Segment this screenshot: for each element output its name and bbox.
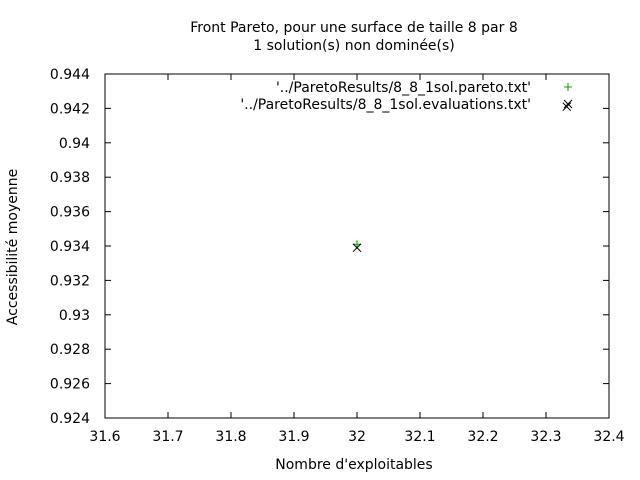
x-axis-ticks: 31.6 31.7 31.8 31.9 32 32.1 32.2 32.3 32.4	[89, 74, 625, 445]
x-tick-label: 31.8	[215, 429, 246, 445]
y-tick-label: 0.932	[50, 273, 90, 289]
x-tick-label: 31.6	[89, 429, 120, 445]
y-tick-label: 0.926	[50, 377, 90, 393]
legend-label: '../ParetoResults/8_8_1sol.evaluations.t…	[240, 97, 531, 113]
x-tick-label: 32.1	[404, 429, 435, 445]
legend: '../ParetoResults/8_8_1sol.pareto.txt''.…	[240, 80, 573, 113]
x-tick-label: 31.9	[278, 429, 309, 445]
x-tick-label: 32.2	[467, 429, 498, 445]
y-axis-ticks: 0.924 0.926 0.928 0.93 0.932 0.934 0.936 0.938 0…	[50, 67, 609, 427]
data-point	[353, 240, 361, 249]
y-tick-label: 0.942	[50, 101, 90, 117]
x-tick-label: 32.3	[530, 429, 561, 445]
legend-label: '../ParetoResults/8_8_1sol.pareto.txt'	[276, 80, 531, 96]
data-point	[352, 243, 362, 253]
data-point	[562, 102, 572, 112]
y-tick-label: 0.944	[50, 67, 90, 83]
data-points	[352, 102, 572, 253]
y-tick-label: 0.938	[50, 170, 90, 186]
y-tick-label: 0.934	[50, 239, 90, 255]
legend-marker	[563, 99, 573, 109]
y-tick-label: 0.924	[50, 411, 90, 427]
chart-subtitle: 1 solution(s) non dominée(s)	[253, 38, 455, 54]
x-axis-label: Nombre d'exploitables	[275, 457, 432, 473]
x-tick-label: 32	[348, 429, 366, 445]
y-tick-label: 0.928	[50, 342, 90, 358]
legend-marker	[564, 83, 572, 91]
y-tick-label: 0.936	[50, 205, 90, 221]
y-tick-label: 0.93	[59, 308, 90, 324]
chart-title: Front Pareto, pour une surface de taille…	[190, 20, 518, 36]
x-tick-label: 32.4	[593, 429, 624, 445]
x-tick-label: 31.7	[152, 429, 183, 445]
y-axis-label: Accessibilité moyenne	[5, 169, 21, 325]
y-tick-label: 0.94	[59, 136, 90, 152]
